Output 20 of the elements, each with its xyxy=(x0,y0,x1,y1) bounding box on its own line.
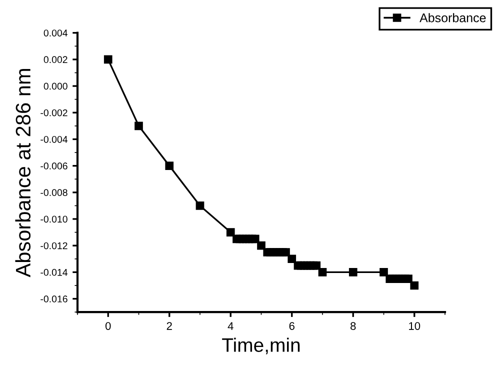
x-axis-title: Time,min xyxy=(222,338,300,354)
x-tick-label: 6 xyxy=(289,322,294,330)
y-tick-label: 0.004 xyxy=(44,30,68,36)
y-tick-label: -0.016 xyxy=(40,296,68,302)
x-tick-label: 8 xyxy=(350,322,356,330)
legend-label: Absorbance xyxy=(420,13,486,22)
y-tick-label: -0.002 xyxy=(40,109,68,116)
y-tick-label: -0.008 xyxy=(40,189,68,196)
y-tick-label: -0.012 xyxy=(40,242,68,250)
y-tick-label: 0.000 xyxy=(44,82,68,90)
x-tick-label: 2 xyxy=(166,322,172,330)
x-tick-label: 0 xyxy=(105,322,111,330)
y-tick-label: -0.004 xyxy=(40,136,68,143)
y-tick-label: -0.006 xyxy=(40,162,68,170)
x-tick-label: 4 xyxy=(228,322,234,330)
y-tick-label: 0.002 xyxy=(44,56,68,64)
y-tick-label: -0.014 xyxy=(40,268,68,276)
y-axis-title: Absorbance at 286 nm xyxy=(15,69,31,278)
y-tick-label: -0.010 xyxy=(40,216,68,223)
x-tick-label: 10 xyxy=(409,322,420,330)
